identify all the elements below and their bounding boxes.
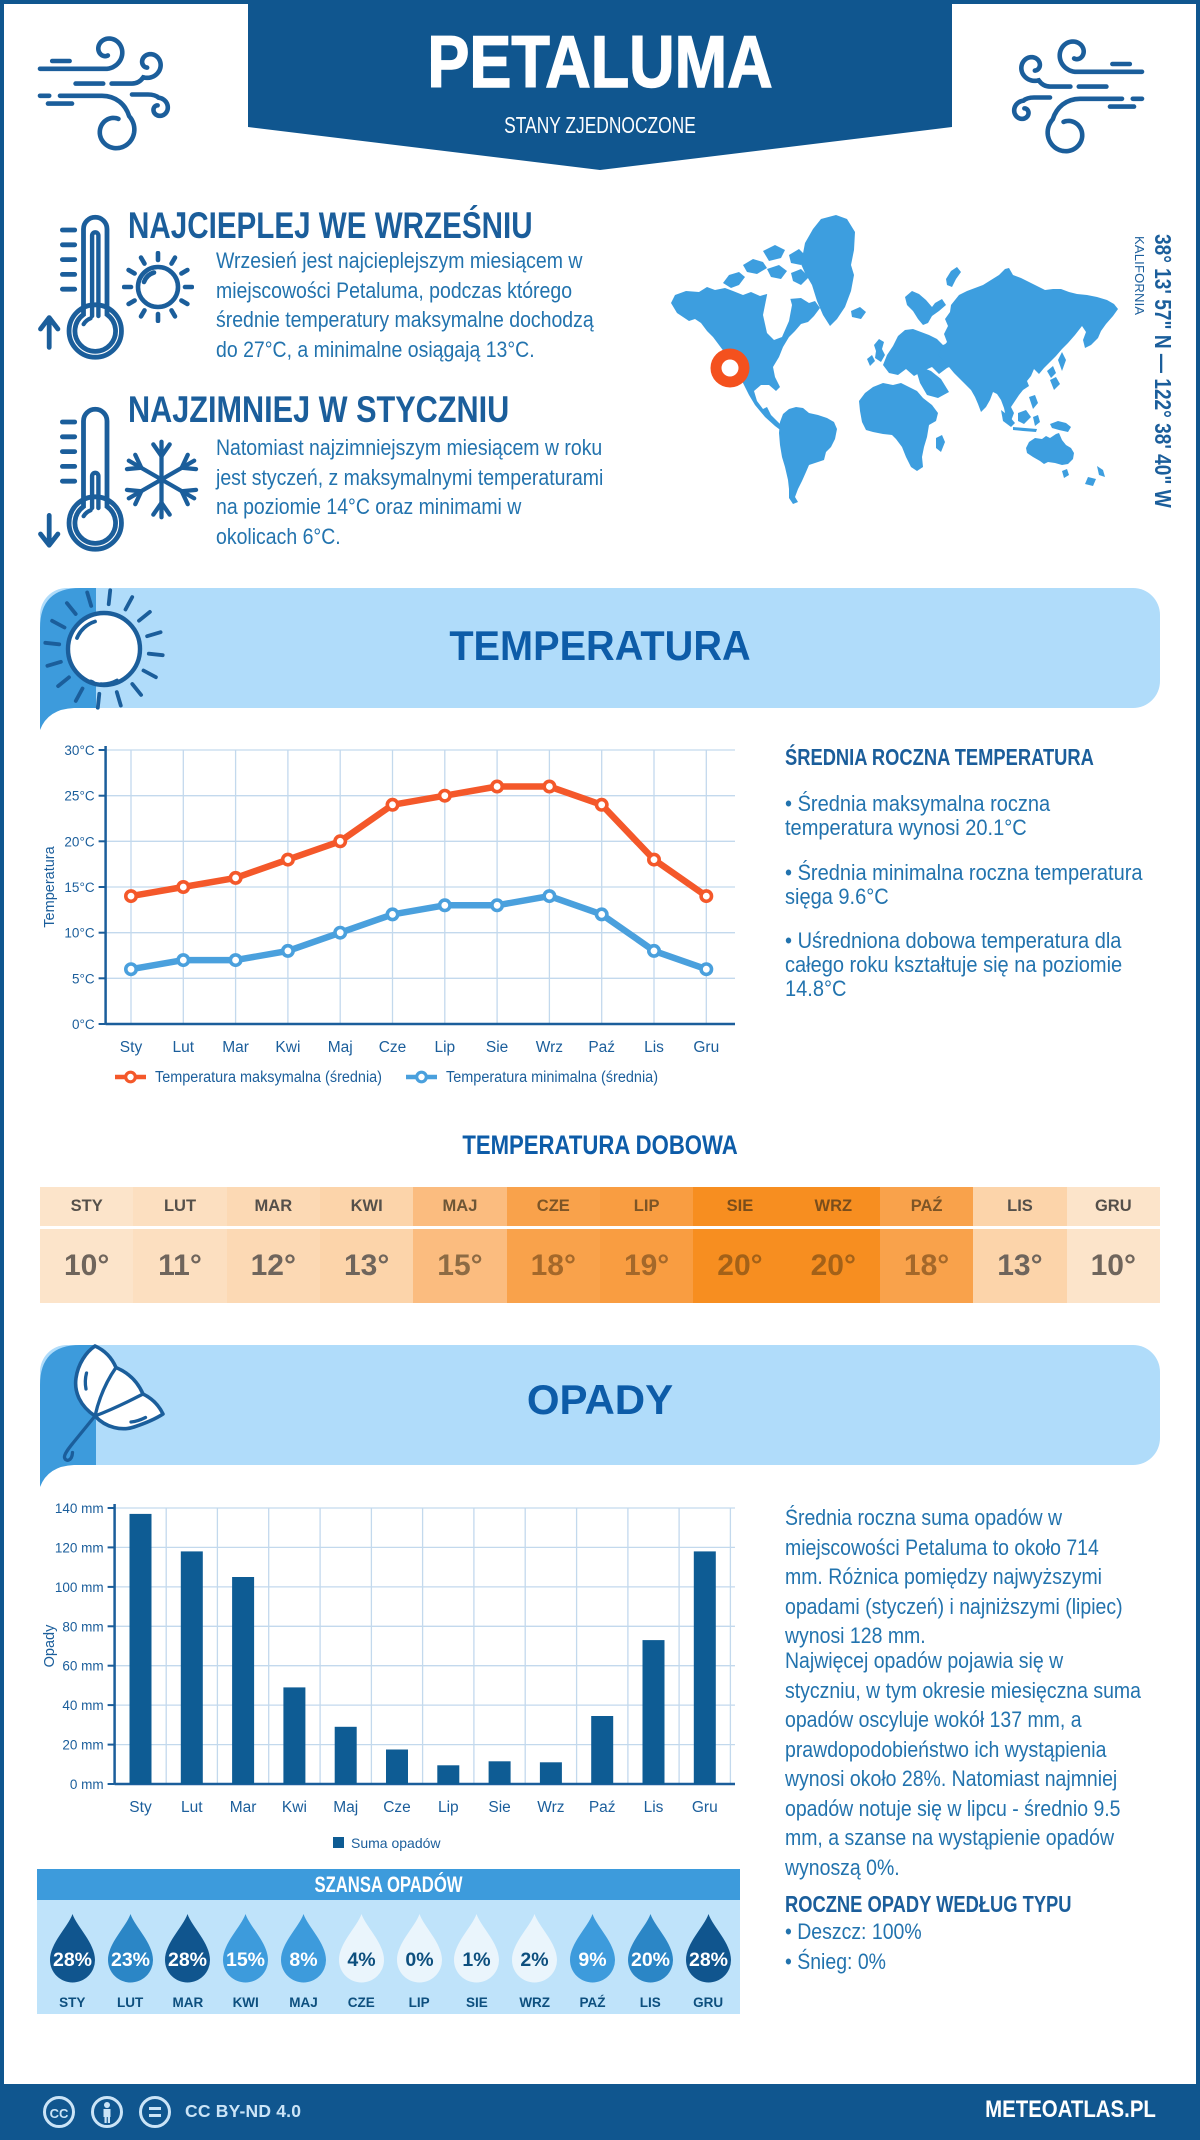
svg-text:28%: 28% — [689, 1949, 728, 1971]
svg-text:Sty: Sty — [120, 1039, 143, 1056]
svg-text:Kwi: Kwi — [275, 1039, 300, 1056]
svg-text:Sie: Sie — [488, 1799, 510, 1816]
svg-text:8%: 8% — [289, 1949, 317, 1971]
svg-text:CC: CC — [50, 2106, 69, 2121]
svg-text:Lut: Lut — [181, 1799, 203, 1816]
svg-text:140 mm: 140 mm — [55, 1501, 104, 1516]
svg-text:Lis: Lis — [644, 1039, 664, 1056]
svg-text:Temperatura minimalna (średnia: Temperatura minimalna (średnia) — [446, 1069, 658, 1086]
svg-text:0°C: 0°C — [72, 1017, 95, 1032]
svg-text:2%: 2% — [521, 1949, 549, 1971]
svg-text:20°C: 20°C — [64, 834, 94, 849]
svg-text:Lip: Lip — [434, 1039, 455, 1056]
svg-text:15%: 15% — [226, 1949, 265, 1971]
svg-text:Mar: Mar — [222, 1039, 249, 1056]
svg-text:Cze: Cze — [383, 1799, 411, 1816]
svg-text:20%: 20% — [631, 1949, 670, 1971]
svg-text:30°C: 30°C — [64, 743, 94, 758]
svg-text:28%: 28% — [53, 1949, 92, 1971]
svg-text:Paź: Paź — [588, 1039, 615, 1056]
svg-text:0%: 0% — [405, 1949, 433, 1971]
svg-text:Wrz: Wrz — [537, 1799, 564, 1816]
svg-text:10°C: 10°C — [64, 926, 94, 941]
svg-text:Wrz: Wrz — [536, 1039, 563, 1056]
svg-text:Mar: Mar — [230, 1799, 257, 1816]
svg-text:Maj: Maj — [328, 1039, 353, 1056]
svg-text:Paź: Paź — [589, 1799, 616, 1816]
svg-text:Kwi: Kwi — [282, 1799, 307, 1816]
svg-text:Lut: Lut — [173, 1039, 195, 1056]
svg-text:100 mm: 100 mm — [55, 1580, 104, 1595]
svg-text:23%: 23% — [111, 1949, 150, 1971]
svg-text:1%: 1% — [463, 1949, 491, 1971]
svg-text:0 mm: 0 mm — [70, 1777, 104, 1792]
svg-text:Sty: Sty — [129, 1799, 152, 1816]
svg-text:15°C: 15°C — [64, 880, 94, 895]
svg-text:Sie: Sie — [486, 1039, 508, 1056]
svg-text:Temperatura maksymalna (średni: Temperatura maksymalna (średnia) — [155, 1069, 382, 1086]
svg-text:4%: 4% — [347, 1949, 375, 1971]
svg-text:Lis: Lis — [644, 1799, 664, 1816]
svg-text:5°C: 5°C — [72, 971, 95, 986]
svg-text:9%: 9% — [578, 1949, 606, 1971]
svg-text:25°C: 25°C — [64, 789, 94, 804]
svg-text:28%: 28% — [168, 1949, 207, 1971]
svg-text:Gru: Gru — [692, 1799, 718, 1816]
svg-text:Opady: Opady — [42, 1624, 58, 1667]
svg-text:Lip: Lip — [438, 1799, 459, 1816]
svg-text:80 mm: 80 mm — [62, 1619, 103, 1634]
svg-text:Maj: Maj — [333, 1799, 358, 1816]
svg-text:120 mm: 120 mm — [55, 1540, 104, 1555]
svg-text:Gru: Gru — [693, 1039, 719, 1056]
svg-text:60 mm: 60 mm — [62, 1659, 103, 1674]
svg-text:20 mm: 20 mm — [62, 1738, 103, 1753]
svg-text:40 mm: 40 mm — [62, 1698, 103, 1713]
svg-text:Temperatura: Temperatura — [42, 845, 58, 927]
svg-text:Cze: Cze — [379, 1039, 407, 1056]
